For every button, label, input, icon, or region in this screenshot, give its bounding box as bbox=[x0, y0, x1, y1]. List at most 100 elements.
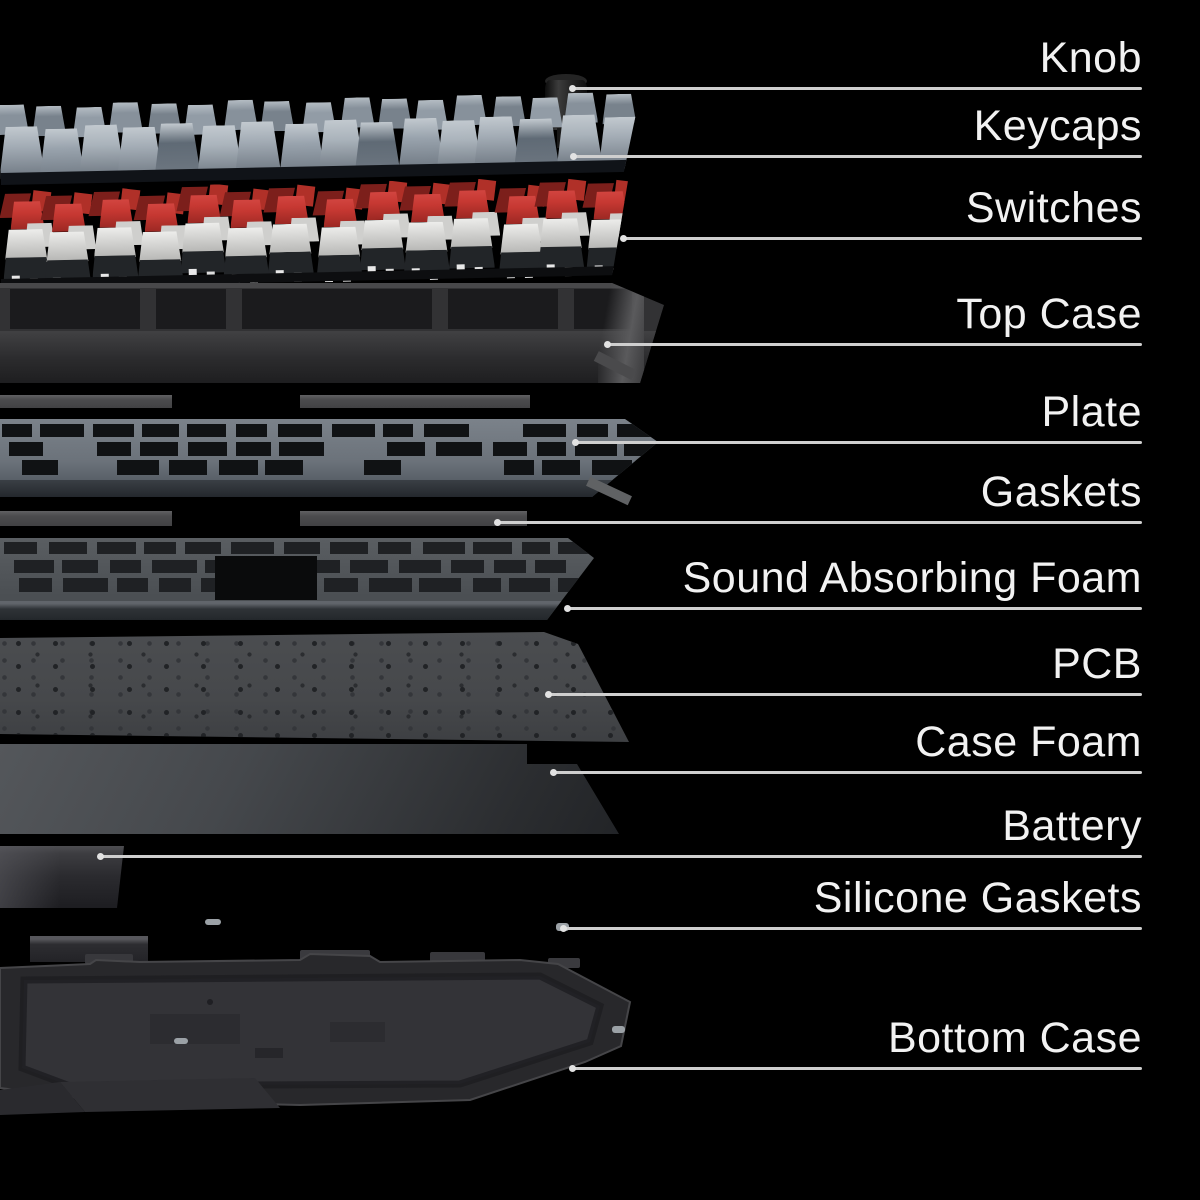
top-case-front-face bbox=[0, 331, 664, 383]
switch-housing bbox=[139, 231, 182, 262]
key-cutout bbox=[187, 424, 227, 437]
switch-housing bbox=[500, 223, 543, 254]
label-case-foam: Case Foam bbox=[915, 718, 1142, 766]
top-case-opening bbox=[448, 289, 558, 329]
top-case-opening bbox=[10, 289, 140, 329]
key-cutout bbox=[110, 560, 141, 573]
switch-graphic bbox=[402, 184, 452, 283]
key-cutout bbox=[398, 560, 441, 573]
switch-housing bbox=[181, 223, 224, 254]
leader-line-case-foam bbox=[553, 771, 1142, 774]
key-cutout bbox=[369, 578, 412, 592]
key-cutout bbox=[218, 460, 258, 475]
key-cutout bbox=[378, 542, 412, 554]
key-cutout bbox=[22, 460, 59, 475]
switch-base bbox=[180, 251, 226, 274]
top-case-opening bbox=[242, 289, 432, 329]
switch-graphic bbox=[536, 180, 586, 279]
key-cutout bbox=[4, 542, 38, 554]
key-cutout bbox=[279, 442, 325, 456]
label-knob: Knob bbox=[1039, 34, 1142, 82]
key-cutout bbox=[143, 542, 176, 554]
key-cutout bbox=[48, 542, 87, 554]
switch-base bbox=[3, 257, 49, 280]
leader-line-battery bbox=[100, 855, 1142, 858]
key-cutout bbox=[419, 578, 462, 592]
label-gaskets: Gaskets bbox=[980, 468, 1142, 516]
switch-base bbox=[448, 246, 494, 269]
key-cutout bbox=[383, 424, 414, 437]
key-cutout bbox=[151, 560, 198, 573]
switch-graphic bbox=[266, 185, 316, 284]
switch-housing bbox=[405, 222, 448, 253]
case-foam-graphic bbox=[0, 744, 619, 834]
label-silicone-gaskets: Silicone Gaskets bbox=[813, 874, 1142, 922]
switch-housing bbox=[5, 229, 48, 260]
leader-line-pcb bbox=[548, 693, 1142, 696]
key-cutout bbox=[624, 442, 658, 456]
switch-graphic bbox=[358, 181, 408, 280]
key-cutout bbox=[592, 460, 633, 475]
leader-line-top-case bbox=[607, 343, 1142, 346]
label-plate: Plate bbox=[1041, 388, 1142, 436]
switch-graphic bbox=[447, 180, 497, 279]
key-cutout bbox=[330, 542, 368, 554]
key-cutout bbox=[332, 424, 376, 437]
leader-dot-silicone-gaskets bbox=[560, 925, 567, 932]
switch-base bbox=[92, 255, 138, 278]
switch-housing bbox=[361, 219, 404, 250]
key-cutout bbox=[19, 578, 52, 592]
label-switches: Switches bbox=[965, 184, 1142, 232]
label-bottom-case: Bottom Case bbox=[887, 1014, 1142, 1062]
switch-housing bbox=[93, 227, 136, 258]
leader-dot-plate bbox=[572, 439, 579, 446]
silicone-gasket-piece bbox=[205, 919, 221, 925]
key-cutout bbox=[324, 578, 358, 592]
gasket-strip bbox=[0, 511, 172, 526]
switch-graphic bbox=[91, 189, 141, 288]
key-cutout bbox=[523, 424, 567, 437]
leader-dot-switches bbox=[620, 235, 627, 242]
key-cutout bbox=[158, 578, 192, 592]
sound-absorbing-foam-graphic bbox=[0, 538, 594, 620]
leader-line-keycaps bbox=[573, 155, 1142, 158]
key-cutout bbox=[169, 460, 207, 475]
silicone-gasket-piece bbox=[612, 1026, 625, 1033]
key-cutout bbox=[117, 578, 148, 592]
switch-housing bbox=[269, 224, 312, 255]
leader-line-plate bbox=[575, 441, 1142, 444]
switch-base bbox=[359, 247, 405, 270]
silicone-gasket-piece bbox=[174, 1038, 188, 1044]
leader-line-gaskets bbox=[497, 521, 1142, 524]
key-cutout bbox=[96, 442, 132, 456]
key-cutout bbox=[535, 560, 566, 573]
switch-housing bbox=[318, 227, 361, 258]
key-cutout bbox=[558, 578, 594, 592]
key-cutout bbox=[184, 542, 221, 554]
gasket-strip bbox=[300, 395, 530, 408]
leader-line-knob bbox=[572, 87, 1142, 90]
key-cutout bbox=[139, 442, 179, 456]
top-case-graphic bbox=[0, 283, 664, 383]
key-cutout bbox=[616, 424, 654, 437]
key-cutout bbox=[230, 542, 274, 554]
leader-line-bottom-case bbox=[572, 1067, 1142, 1070]
key-cutout bbox=[423, 542, 466, 554]
switch-housing bbox=[450, 218, 493, 249]
switch-housing bbox=[224, 227, 267, 258]
key-cutout bbox=[386, 442, 425, 456]
key-cutout bbox=[141, 424, 179, 437]
label-top-case: Top Case bbox=[956, 290, 1142, 338]
top-case-cutouts bbox=[0, 283, 664, 331]
gasket-strip bbox=[0, 395, 172, 408]
bottom-case-graphic bbox=[0, 950, 632, 1115]
leader-line-sound-absorbing-foam bbox=[567, 607, 1142, 610]
key-cutout bbox=[493, 560, 527, 573]
keycaps-graphic bbox=[0, 90, 643, 187]
plate-cutouts bbox=[0, 419, 658, 480]
key-cutout bbox=[472, 578, 502, 592]
plate-graphic bbox=[0, 419, 658, 497]
key-cutout bbox=[423, 424, 470, 437]
key-cutout bbox=[62, 578, 109, 592]
